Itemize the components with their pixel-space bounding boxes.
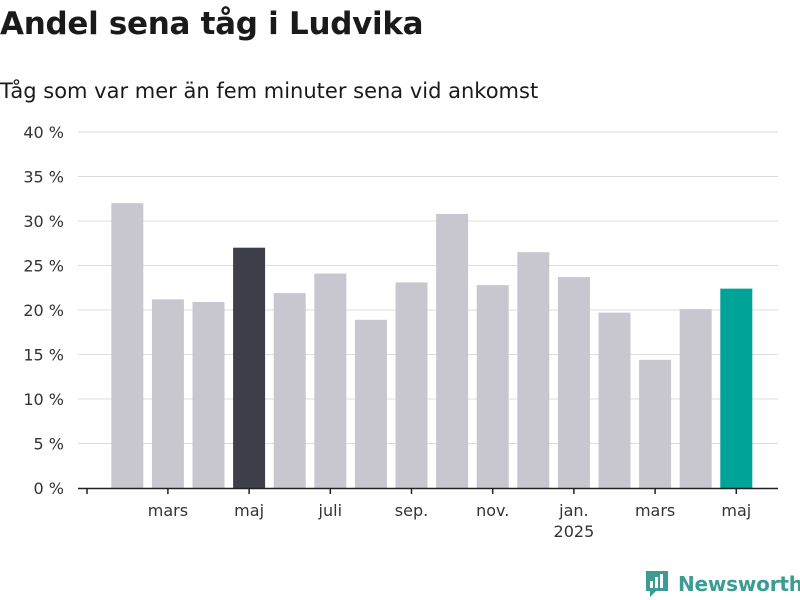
x-tick-label: jan. <box>558 501 588 520</box>
bar <box>395 282 428 488</box>
bar <box>192 301 225 488</box>
x-axis: mars maj juli sep. nov. jan. 2025 mars maj <box>78 487 778 541</box>
y-tick-label: 5 % <box>34 435 64 454</box>
y-tick-label: 20 % <box>23 301 64 320</box>
chart-title: Andel sena tåg i Ludvika <box>0 6 424 42</box>
bar <box>151 299 184 488</box>
y-axis-ticks: 0 % 5 % 10 % 15 % 20 % 25 % 30 % 35 % 40 % <box>23 123 64 498</box>
bar <box>639 359 672 488</box>
x-tick-label: maj <box>234 501 264 520</box>
gridlines <box>78 131 778 444</box>
y-tick-label: 15 % <box>23 346 64 365</box>
bar-chart: 0 %5 %10 %15 %20 %25 %30 %35 %40 % mars m… <box>23 123 778 541</box>
bar <box>273 293 306 488</box>
bar <box>111 203 144 488</box>
chart-subtitle: Tåg som var mer än fem minuter sena vid … <box>0 79 539 103</box>
bar <box>557 277 590 488</box>
x-tick-label: sep. <box>395 501 428 520</box>
y-tick-label: 30 % <box>23 212 64 231</box>
brand-logo: Newsworthy <box>644 569 800 599</box>
y-tick-label: 0 % <box>34 479 64 498</box>
bar <box>314 273 347 488</box>
bar <box>476 285 509 488</box>
x-tick-label: mars <box>635 501 675 520</box>
brand-name: Newsworthy <box>678 572 800 596</box>
y-tick-label: 40 % <box>23 123 64 142</box>
x-tick-label: mars <box>148 501 188 520</box>
bar <box>354 319 387 488</box>
y-tick-label: 10 % <box>23 390 64 409</box>
y-tick-label: 35 % <box>23 168 64 187</box>
y-tick-label: 25 % <box>23 257 64 276</box>
x-tick-label: juli <box>318 501 342 520</box>
bar <box>720 288 753 488</box>
bars <box>111 203 753 488</box>
x-tick-year-label: 2025 <box>554 522 595 541</box>
newsworthy-logo-icon <box>646 571 668 597</box>
x-tick-label: nov. <box>476 501 509 520</box>
bar <box>517 252 550 488</box>
x-tick-label: maj <box>721 501 751 520</box>
bar <box>679 309 712 488</box>
bar <box>233 247 266 488</box>
bar <box>598 312 631 488</box>
bar <box>436 213 469 488</box>
